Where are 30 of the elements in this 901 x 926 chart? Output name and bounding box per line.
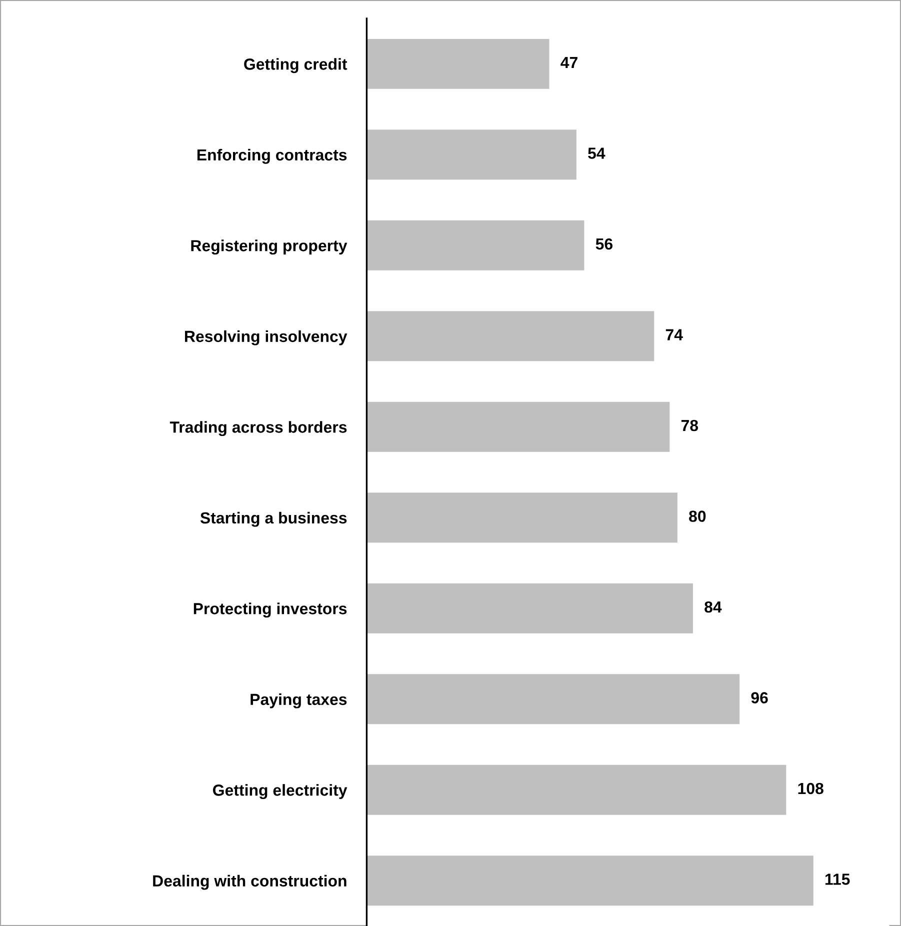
bar <box>366 856 814 906</box>
y-tick-label: Registering property <box>191 240 348 255</box>
bar <box>366 38 550 89</box>
data-label: 78 <box>681 420 698 432</box>
data-label: 115 <box>825 874 850 885</box>
y-tick-label: Resolving insolvency <box>185 330 348 346</box>
bar <box>366 130 576 180</box>
y-tick-label: Getting credit <box>244 58 348 74</box>
bar <box>366 583 693 634</box>
bar <box>366 220 584 270</box>
y-tick-label: Getting electricity <box>213 784 348 800</box>
bar <box>366 764 786 815</box>
data-label: 47 <box>560 57 578 68</box>
data-label: 108 <box>798 782 824 794</box>
data-label: 56 <box>596 238 613 250</box>
data-label: 74 <box>666 329 683 340</box>
bar <box>366 311 654 362</box>
data-label: 54 <box>588 148 606 159</box>
bar <box>366 674 740 724</box>
bar <box>366 402 670 452</box>
data-label: 80 <box>689 510 706 522</box>
data-label: 84 <box>704 601 722 613</box>
y-tick-label: Protecting investors <box>194 602 347 618</box>
y-tick-label: Paying taxes <box>250 693 347 708</box>
y-tick-label: Dealing with construction <box>153 874 346 890</box>
y-tick-label: Enforcing contracts <box>197 148 347 164</box>
bar <box>366 492 678 543</box>
y-tick-label: Trading across borders <box>170 421 347 436</box>
y-tick-label: Starting a business <box>200 512 347 527</box>
data-label: 96 <box>751 692 768 704</box>
